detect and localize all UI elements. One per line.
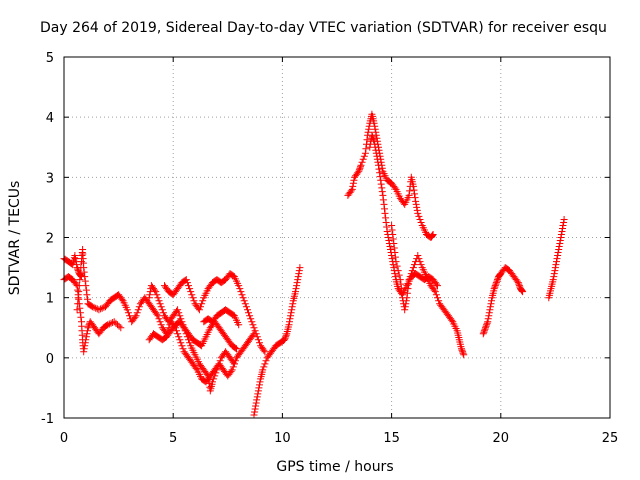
plot-frame (63, 56, 611, 419)
series-s6-markers (161, 270, 269, 356)
series-s5-markers (145, 282, 238, 395)
y-tick-label: 5 (46, 51, 54, 66)
series-s11-markers (388, 222, 468, 359)
series-s7-markers (200, 306, 243, 329)
series-s13-markers (545, 216, 568, 302)
y-tick-label: -1 (41, 412, 54, 427)
x-tick-label: 25 (602, 431, 619, 446)
x-axis-label: GPS time / hours (276, 459, 393, 475)
y-tick-label: 1 (46, 292, 54, 307)
y-tick-label: 3 (46, 171, 54, 186)
y-tick-label: 2 (46, 232, 54, 247)
x-tick-label: 0 (60, 431, 68, 446)
y-tick-label: 4 (46, 111, 54, 126)
x-tick-label: 15 (383, 431, 400, 446)
chart-title: Day 264 of 2019, Sidereal Day-to-day VTE… (40, 20, 607, 36)
y-axis-label: SDTVAR / TECUs (7, 181, 23, 296)
series-s12-markers (479, 264, 527, 338)
series-s8-markers (250, 264, 304, 419)
x-tick-label: 5 (169, 431, 177, 446)
y-tick-label: 0 (46, 352, 54, 367)
x-tick-label: 20 (493, 431, 510, 446)
x-tick-label: 10 (274, 431, 291, 446)
data-points (60, 110, 568, 419)
